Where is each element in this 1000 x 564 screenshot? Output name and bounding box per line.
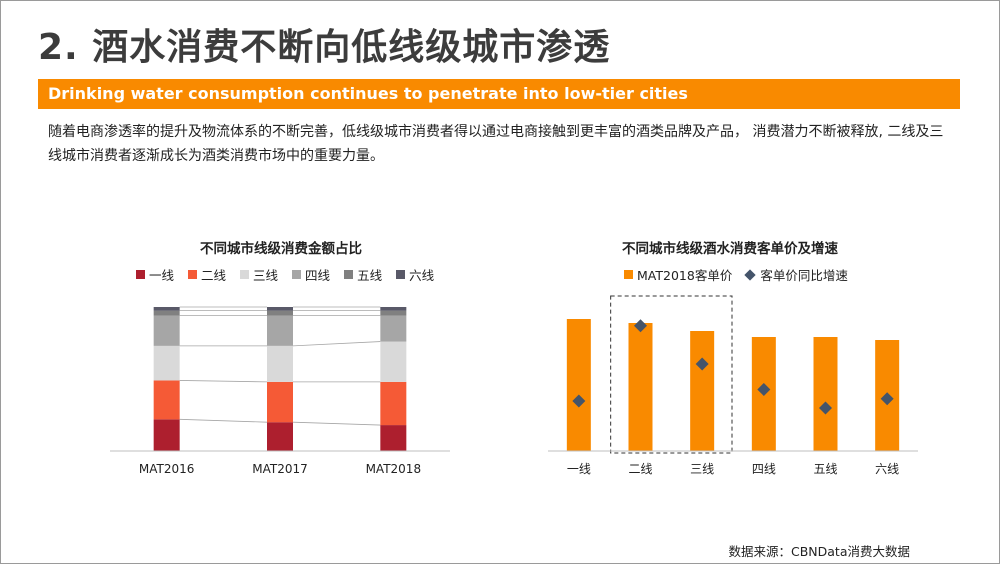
- legend-swatch: [292, 270, 302, 279]
- legend-swatch: [396, 270, 406, 279]
- growth-diamond-marker: [634, 319, 647, 333]
- x-tick-label: 一线: [567, 462, 591, 476]
- bar-mat2018-price: [628, 323, 653, 451]
- legend-swatch: [240, 270, 250, 279]
- x-tick-label: 六线: [875, 462, 899, 476]
- stacked-bar-segment: [267, 315, 293, 346]
- legend-label: 六线: [409, 268, 435, 283]
- growth-diamond-marker: [819, 401, 832, 415]
- chart1-title: 不同城市线级消费金额占比: [200, 241, 362, 257]
- connector-line: [292, 341, 381, 347]
- stacked-bar-segment: [267, 381, 293, 423]
- growth-diamond-marker: [695, 357, 709, 371]
- x-tick-label: MAT2018: [366, 462, 422, 476]
- chart1-legend: 一线 二线 三线 四线 五线 六线: [136, 265, 434, 284]
- section-banner: Drinking water consumption continues to …: [38, 79, 960, 109]
- legend-swatch: [624, 270, 633, 279]
- stacked-bar-segment: [153, 380, 180, 420]
- legend-item: 三线: [240, 265, 278, 284]
- legend-item: MAT2018客单价: [624, 265, 732, 284]
- legend-item: 一线: [136, 265, 174, 284]
- stacked-bar-segment: [380, 381, 407, 426]
- stacked-bar-segment: [153, 307, 180, 311]
- connector-line: [292, 421, 381, 426]
- chart2-title: 不同城市线级酒水消费客单价及增速: [622, 241, 838, 257]
- x-tick-label: 四线: [752, 462, 776, 476]
- x-tick-label: MAT2017: [252, 462, 308, 476]
- legend-label: 四线: [305, 268, 331, 283]
- description-text: 随着电商渗透率的提升及物流体系的不断完善，低线级城市消费者得以通过电商接触到更丰…: [48, 124, 944, 164]
- legend-label: 五线: [357, 268, 383, 283]
- x-tick-label: 五线: [813, 462, 837, 476]
- legend-label: MAT2018客单价: [637, 268, 733, 283]
- stacked-bar-segment: [380, 315, 407, 342]
- legend-swatch: [136, 270, 145, 279]
- connector-line: [179, 380, 268, 383]
- data-source-note: 数据来源：CBNData消费大数据: [728, 544, 910, 559]
- bar-mat2018-price: [566, 319, 591, 451]
- stacked-bar-segment: [380, 425, 407, 451]
- legend-item: 五线: [344, 265, 382, 284]
- legend-label: 一线: [149, 268, 175, 283]
- page-title: 2. 酒水消费不断向低线级城市渗透: [38, 27, 611, 68]
- legend-swatch: [344, 270, 354, 279]
- stacked-bar-segment: [380, 307, 407, 311]
- legend-item: 四线: [292, 265, 330, 284]
- bar-mat2018-price: [690, 331, 715, 451]
- x-tick-label: 三线: [690, 462, 714, 476]
- x-tick-label: 二线: [628, 462, 652, 476]
- growth-diamond-marker: [880, 392, 894, 406]
- stacked-bar-segment: [380, 341, 407, 382]
- legend-label: 二线: [201, 268, 227, 283]
- growth-diamond-marker: [572, 394, 586, 408]
- stacked-bar-segment: [267, 345, 293, 382]
- x-tick-label: MAT2016: [139, 462, 195, 476]
- legend-swatch: [188, 270, 198, 279]
- connector-line: [179, 418, 268, 423]
- legend-label: 三线: [253, 268, 279, 283]
- bar-mat2018-price: [813, 337, 838, 451]
- stacked-bar-segment: [153, 345, 180, 381]
- stacked-bar-segment: [153, 419, 180, 451]
- chart2-legend: MAT2018客单价 客单价同比增速: [624, 265, 848, 284]
- legend-label: 客单价同比增速: [760, 268, 848, 283]
- legend-item: 六线: [396, 265, 434, 284]
- stacked-bar-segment: [267, 307, 293, 311]
- stacked-bar-segment: [153, 315, 180, 346]
- stacked-bar-segment: [380, 310, 407, 316]
- highlight-dashed-box: [610, 295, 733, 454]
- growth-diamond-marker: [757, 382, 771, 396]
- stacked-bar-segment: [153, 310, 180, 316]
- legend-item: 客单价同比增速: [744, 265, 848, 284]
- legend-item: 二线: [188, 265, 226, 284]
- stacked-bar-segment: [267, 422, 293, 451]
- stacked-bar-segment: [267, 310, 293, 316]
